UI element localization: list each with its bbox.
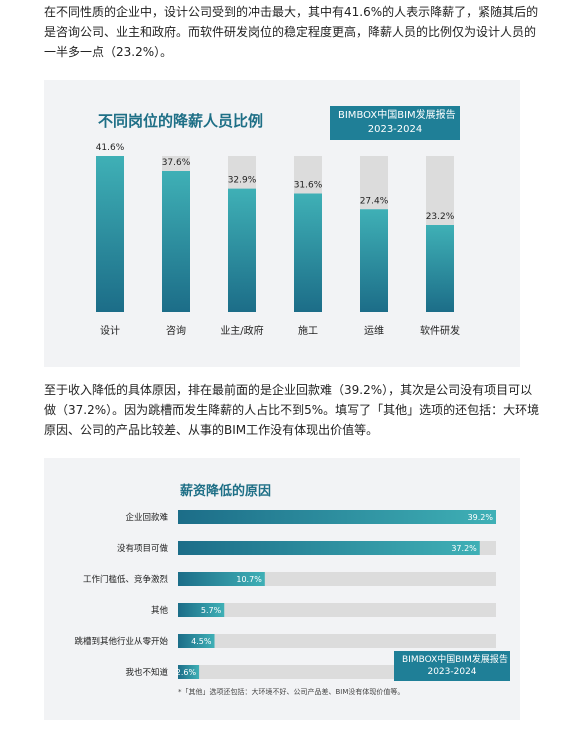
report-badge-line1: BIMBOX中国BIM发展报告 (402, 655, 508, 665)
bar (178, 603, 225, 617)
report-badge-line2: 2023-2024 (367, 124, 423, 135)
horizontal-bar-chart: 39.2% 企业回款难 37.2% 没有项目可做 10.7% 工作门槛低、竞争激烈 5.7%… (74, 510, 496, 679)
bar-value-label: 41.6% (96, 143, 125, 153)
category-label: 业主/政府 (220, 324, 263, 337)
bar (162, 171, 190, 312)
bar-value-label: 37.2% (451, 544, 477, 553)
bar-value-label: 23.2% (426, 212, 455, 222)
bar (178, 634, 215, 648)
bar-value-label: 5.7% (201, 606, 222, 615)
category-label: 运维 (364, 324, 384, 337)
position-pay-cut-chart: 不同岗位的降薪人员比例 BIMBOX中国BIM发展报告 2023-2024 41… (44, 80, 520, 367)
bar (96, 156, 124, 312)
category-label: 软件研发 (420, 324, 460, 337)
bar-value-label: 4.5% (191, 637, 212, 646)
bar-value-label: 10.7% (236, 575, 262, 584)
bar (426, 225, 454, 312)
category-label: 工作门槛低、竞争激烈 (83, 574, 169, 585)
report-badge: BIMBOX中国BIM发展报告 2023-2024 (330, 106, 460, 140)
bar-value-label: 31.6% (294, 181, 323, 191)
bar (178, 572, 265, 586)
bar (360, 209, 388, 312)
chart-title: 薪资降低的原因 (180, 484, 272, 499)
report-badge-line1: BIMBOX中国BIM发展报告 (338, 110, 456, 121)
bar (228, 188, 256, 312)
report-badge-line2: 2023-2024 (427, 667, 477, 677)
vertical-bar-chart: 41.6% 设计 37.6% 咨询 32.9% 业主/政府 31.6% 施工 27.4% 运维 23… (96, 143, 460, 337)
bar-value-label: 39.2% (468, 513, 494, 522)
bar-value-label: 32.9% (228, 176, 257, 186)
pay-cut-reason-chart: 薪资降低的原因 39.2% 企业回款难 37.2% 没有项目可做 10.7% 工作门槛低、… (44, 458, 520, 720)
bar (178, 541, 480, 555)
category-label: 跳槽到其他行业从零开始 (74, 636, 168, 647)
report-badge: BIMBOX中国BIM发展报告 2023-2024 (394, 651, 510, 681)
chart-title: 不同岗位的降薪人员比例 (98, 112, 264, 130)
category-label: 没有项目可做 (117, 543, 169, 554)
bar (178, 510, 496, 524)
bar-value-label: 27.4% (360, 196, 389, 206)
category-label: 其他 (151, 605, 169, 616)
category-label: 咨询 (166, 324, 186, 337)
chart-footnote: *「其他」选项还包括：大环境不好、公司产品差、BIM没有体现价值等。 (178, 688, 405, 696)
category-label: 企业回款难 (125, 512, 168, 523)
middle-paragraph: 至于收入降低的具体原因，排在最前面的是企业回款难（39.2%），其次是公司没有项… (44, 383, 540, 437)
bar-track (178, 634, 496, 648)
bar-value-label: 37.6% (162, 158, 191, 168)
intro-paragraph: 在不同性质的企业中，设计公司受到的冲击最大，其中有41.6%的人表示降薪了，紧随… (44, 5, 539, 59)
category-label: 设计 (100, 324, 120, 337)
bar (178, 665, 200, 679)
bar (294, 193, 322, 312)
bar-value-label: 2.6% (176, 668, 197, 677)
bar-track (178, 603, 496, 617)
category-label: 我也不知道 (125, 667, 168, 678)
category-label: 施工 (298, 324, 318, 337)
